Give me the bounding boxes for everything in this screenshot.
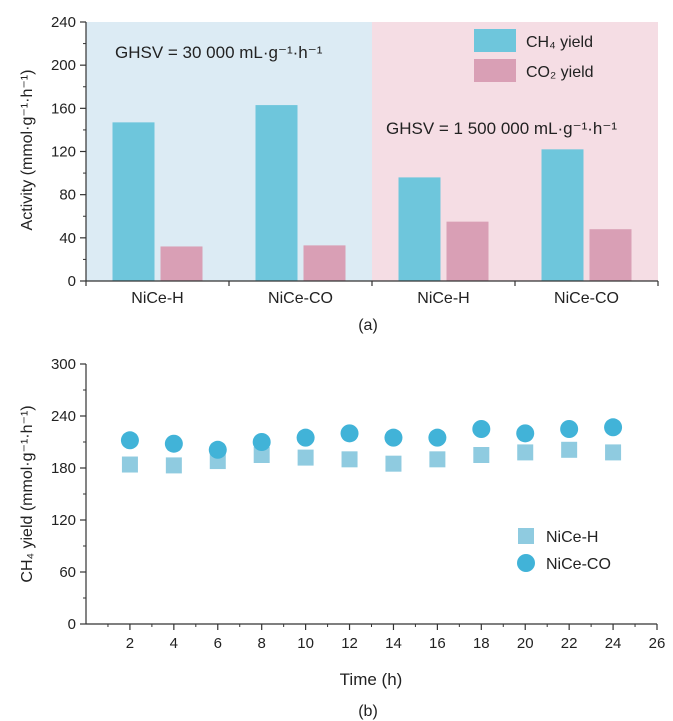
panel-b-legend: NiCe-H NiCe-CO bbox=[517, 528, 611, 573]
legend-label: NiCe-H bbox=[546, 529, 598, 546]
region-label-low-ghsv: GHSV = 30 000 mL·g⁻¹·h⁻¹ bbox=[115, 43, 323, 62]
nice-co-point bbox=[296, 428, 315, 447]
nice-h-point bbox=[473, 447, 490, 463]
y-tick-label: 160 bbox=[51, 100, 76, 117]
co2-bar bbox=[589, 229, 632, 281]
legend-label: NiCe-CO bbox=[546, 556, 611, 573]
y-tick-label: 240 bbox=[51, 14, 76, 31]
nice-co-point bbox=[252, 433, 271, 451]
nice-co-point bbox=[516, 424, 535, 443]
category-label: NiCe-H bbox=[417, 290, 469, 307]
y-tick-label: 0 bbox=[68, 273, 76, 290]
nice-co-point bbox=[208, 440, 227, 459]
nice-co-point bbox=[604, 418, 623, 437]
panel-b-axes bbox=[85, 364, 657, 625]
nice-co-point bbox=[120, 431, 139, 450]
y-tick-label: 60 bbox=[59, 564, 76, 581]
x-tick-label: 6 bbox=[214, 635, 222, 652]
panel-a-y-axis-label: Activity (mmol·g⁻¹·h⁻¹) bbox=[19, 70, 36, 231]
category-label: NiCe-H bbox=[131, 290, 183, 307]
nice-co-point bbox=[428, 428, 447, 447]
x-tick-label: 12 bbox=[341, 635, 358, 652]
nice-h-point bbox=[385, 455, 402, 472]
y-tick-label: 80 bbox=[59, 187, 76, 204]
legend-label: CO₂ yield bbox=[526, 64, 594, 81]
bar-series bbox=[112, 105, 632, 282]
scatter-series bbox=[120, 418, 623, 474]
panel-a-x-ticks: NiCe-H NiCe-CO NiCe-H NiCe-CO bbox=[85, 281, 659, 307]
nice-h-point bbox=[297, 449, 314, 466]
x-tick-label: 22 bbox=[561, 635, 578, 652]
legend-marker bbox=[518, 528, 534, 544]
x-tick-label: 14 bbox=[385, 635, 402, 652]
nice-h-point bbox=[165, 457, 182, 474]
y-tick-label: 180 bbox=[51, 460, 76, 477]
panel-a-y-ticks: 0 40 80 120 160 200 240 bbox=[51, 14, 86, 290]
x-tick-label: 2 bbox=[126, 635, 134, 652]
x-tick-label: 8 bbox=[258, 635, 266, 652]
nice-h-point bbox=[561, 441, 578, 458]
ch4-bar bbox=[112, 122, 155, 281]
nice-h-point bbox=[517, 444, 534, 461]
x-tick-label: 18 bbox=[473, 635, 490, 652]
legend-marker bbox=[517, 554, 535, 572]
x-tick-label: 24 bbox=[605, 635, 622, 652]
nice-co-point bbox=[472, 420, 491, 438]
nice-h-point bbox=[605, 444, 622, 461]
ch4-bar bbox=[398, 177, 441, 281]
nice-h-point bbox=[121, 456, 138, 473]
y-tick-label: 120 bbox=[51, 144, 76, 161]
panel-b-label: (b) bbox=[358, 703, 378, 720]
nice-h-point bbox=[341, 451, 358, 468]
y-tick-label: 0 bbox=[68, 616, 76, 633]
panel-a-legend: CH₄ yield CO₂ yield bbox=[474, 29, 594, 82]
panel-b-y-ticks: 0 60 120 180 240 300 bbox=[51, 356, 86, 633]
nice-co-point bbox=[164, 434, 183, 453]
y-tick-label: 120 bbox=[51, 512, 76, 529]
nice-co-point bbox=[384, 428, 403, 447]
legend-swatch bbox=[474, 29, 516, 52]
co2-bar bbox=[160, 246, 203, 281]
y-tick-label: 300 bbox=[51, 356, 76, 373]
y-tick-label: 200 bbox=[51, 57, 76, 74]
nice-co-point bbox=[560, 420, 579, 438]
region-label-high-ghsv: GHSV = 1 500 000 mL·g⁻¹·h⁻¹ bbox=[386, 119, 617, 138]
nice-h-point bbox=[429, 451, 446, 468]
x-tick-label: 20 bbox=[517, 635, 534, 652]
nice-h-point bbox=[253, 447, 270, 463]
x-tick-label: 4 bbox=[170, 635, 178, 652]
y-tick-label: 40 bbox=[59, 230, 76, 247]
category-label: NiCe-CO bbox=[268, 290, 333, 307]
panel-b-x-ticks: 2 4 6 8 10 12 14 16 18 20 22 24 26 bbox=[107, 624, 666, 652]
legend-label: CH₄ yield bbox=[526, 34, 593, 51]
x-tick-label: 26 bbox=[649, 635, 666, 652]
ch4-bar bbox=[541, 149, 584, 281]
x-tick-label: 16 bbox=[429, 635, 446, 652]
co2-bar bbox=[303, 245, 346, 281]
x-tick-label: 10 bbox=[297, 635, 314, 652]
y-tick-label: 240 bbox=[51, 408, 76, 425]
nice-co-point bbox=[340, 424, 359, 443]
panel-b-y-axis-label: CH₄ yield (mmol·g⁻¹·h⁻¹) bbox=[19, 405, 36, 582]
co2-bar bbox=[446, 221, 489, 281]
panel-b-x-axis-label: Time (h) bbox=[340, 670, 403, 689]
ch4-bar bbox=[255, 105, 298, 282]
category-label: NiCe-CO bbox=[554, 290, 619, 307]
panel-a-label: (a) bbox=[358, 317, 378, 334]
legend-swatch bbox=[474, 59, 516, 82]
